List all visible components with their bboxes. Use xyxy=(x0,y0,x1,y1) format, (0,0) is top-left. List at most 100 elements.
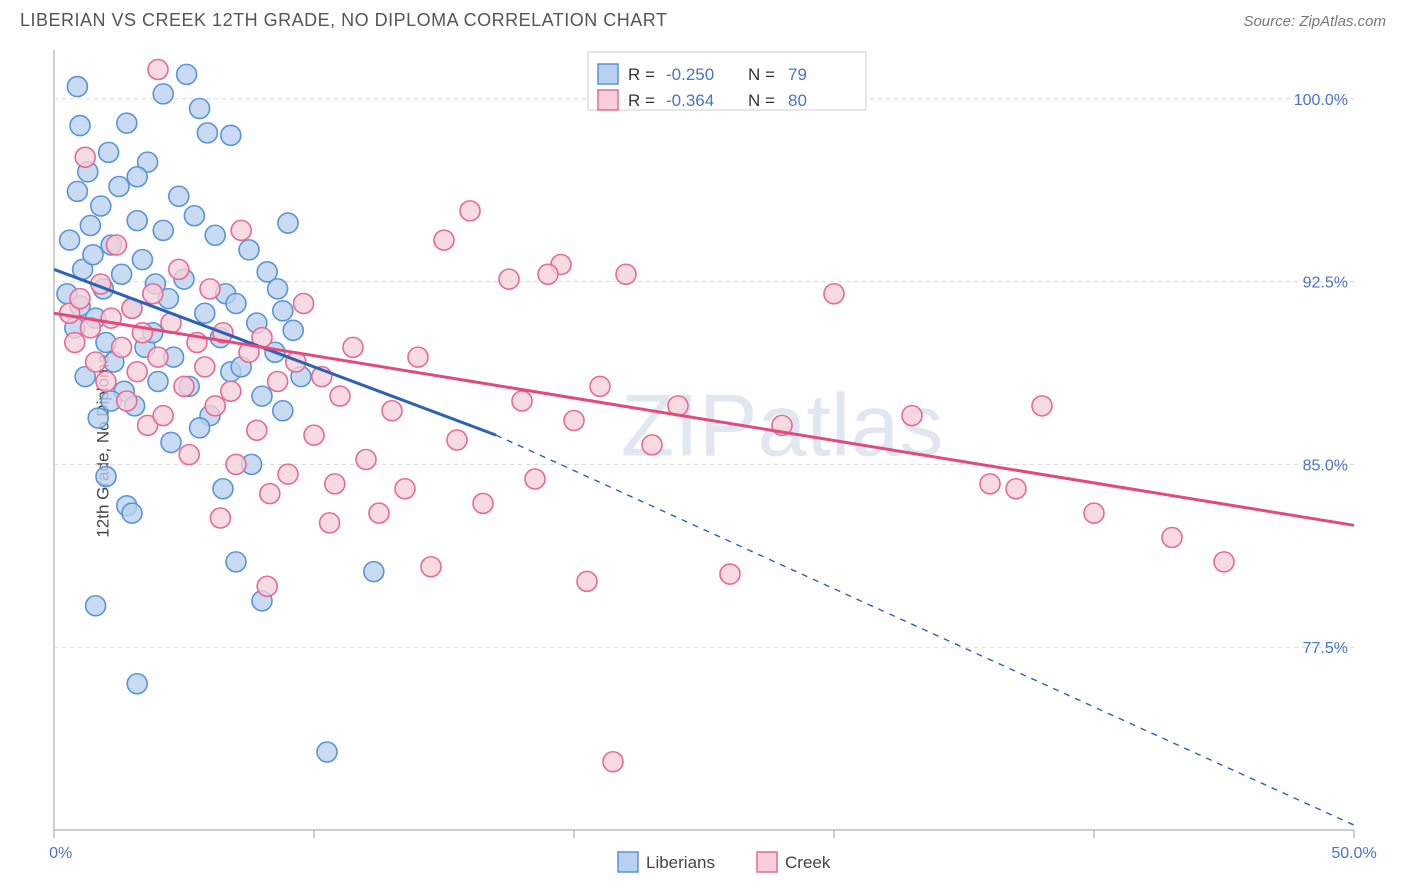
data-point xyxy=(122,503,142,523)
data-point xyxy=(980,474,1000,494)
data-point xyxy=(205,225,225,245)
data-point xyxy=(86,596,106,616)
data-point xyxy=(67,181,87,201)
data-point xyxy=(902,406,922,426)
stats-n-value: 80 xyxy=(788,91,807,110)
data-point xyxy=(447,430,467,450)
data-point xyxy=(294,294,314,314)
stats-n-label: N = xyxy=(748,65,775,84)
data-point xyxy=(153,84,173,104)
data-point xyxy=(239,240,259,260)
data-point xyxy=(88,408,108,428)
data-point xyxy=(382,401,402,421)
data-point xyxy=(75,147,95,167)
legend-swatch xyxy=(757,852,777,872)
data-point xyxy=(525,469,545,489)
data-point xyxy=(1084,503,1104,523)
data-point xyxy=(273,401,293,421)
data-point xyxy=(143,284,163,304)
data-point xyxy=(127,674,147,694)
data-point xyxy=(512,391,532,411)
data-point xyxy=(590,376,610,396)
data-point xyxy=(260,484,280,504)
data-point xyxy=(408,347,428,367)
legend-label: Creek xyxy=(785,853,831,872)
data-point xyxy=(80,216,100,236)
data-point xyxy=(179,445,199,465)
data-point xyxy=(190,418,210,438)
data-point xyxy=(642,435,662,455)
chart-container: 77.5%85.0%92.5%100.0%0.0%50.0%ZIPatlasR … xyxy=(48,44,1388,844)
data-point xyxy=(257,576,277,596)
svg-text:77.5%: 77.5% xyxy=(1303,640,1348,657)
data-point xyxy=(177,64,197,84)
chart-title: LIBERIAN VS CREEK 12TH GRADE, NO DIPLOMA… xyxy=(20,10,667,31)
data-point xyxy=(112,337,132,357)
data-point xyxy=(190,99,210,119)
data-point xyxy=(616,264,636,284)
data-point xyxy=(96,467,116,487)
data-point xyxy=(268,279,288,299)
data-point xyxy=(127,362,147,382)
data-point xyxy=(112,264,132,284)
data-point xyxy=(148,347,168,367)
data-point xyxy=(174,376,194,396)
stats-n-value: 79 xyxy=(788,65,807,84)
data-point xyxy=(153,220,173,240)
svg-text:100.0%: 100.0% xyxy=(1294,92,1348,109)
data-point xyxy=(226,454,246,474)
data-point xyxy=(96,372,116,392)
data-point xyxy=(564,411,584,431)
data-point xyxy=(197,123,217,143)
data-point xyxy=(132,250,152,270)
data-point xyxy=(252,386,272,406)
data-point xyxy=(421,557,441,577)
data-point xyxy=(109,177,129,197)
data-point xyxy=(1032,396,1052,416)
data-point xyxy=(325,474,345,494)
data-point xyxy=(161,432,181,452)
data-point xyxy=(86,352,106,372)
data-point xyxy=(577,571,597,591)
svg-text:50.0%: 50.0% xyxy=(1331,845,1376,862)
data-point xyxy=(304,425,324,445)
stats-r-value: -0.250 xyxy=(666,65,714,84)
stats-r-value: -0.364 xyxy=(666,91,714,110)
data-point xyxy=(221,125,241,145)
data-point xyxy=(148,372,168,392)
data-point xyxy=(720,564,740,584)
data-point xyxy=(195,357,215,377)
stats-r-label: R = xyxy=(628,65,655,84)
stats-r-label: R = xyxy=(628,91,655,110)
trend-line-dashed xyxy=(496,435,1354,825)
svg-text:85.0%: 85.0% xyxy=(1303,457,1348,474)
data-point xyxy=(127,167,147,187)
data-point xyxy=(169,259,189,279)
data-point xyxy=(226,294,246,314)
data-point xyxy=(148,60,168,80)
data-point xyxy=(205,396,225,416)
data-point xyxy=(70,116,90,136)
legend-label: Liberians xyxy=(646,853,715,872)
data-point xyxy=(210,508,230,528)
data-point xyxy=(1006,479,1026,499)
data-point xyxy=(395,479,415,499)
data-point xyxy=(226,552,246,572)
legend-swatch xyxy=(598,64,618,84)
data-point xyxy=(117,391,137,411)
data-point xyxy=(283,320,303,340)
data-point xyxy=(60,230,80,250)
data-point xyxy=(356,450,376,470)
data-point xyxy=(231,220,251,240)
svg-text:0.0%: 0.0% xyxy=(48,845,72,862)
data-point xyxy=(278,213,298,233)
data-point xyxy=(460,201,480,221)
legend-swatch xyxy=(618,852,638,872)
data-point xyxy=(499,269,519,289)
data-point xyxy=(195,303,215,323)
data-point xyxy=(200,279,220,299)
source-label: Source: ZipAtlas.com xyxy=(1243,13,1386,30)
data-point xyxy=(91,196,111,216)
svg-text:92.5%: 92.5% xyxy=(1303,275,1348,292)
data-point xyxy=(83,245,103,265)
